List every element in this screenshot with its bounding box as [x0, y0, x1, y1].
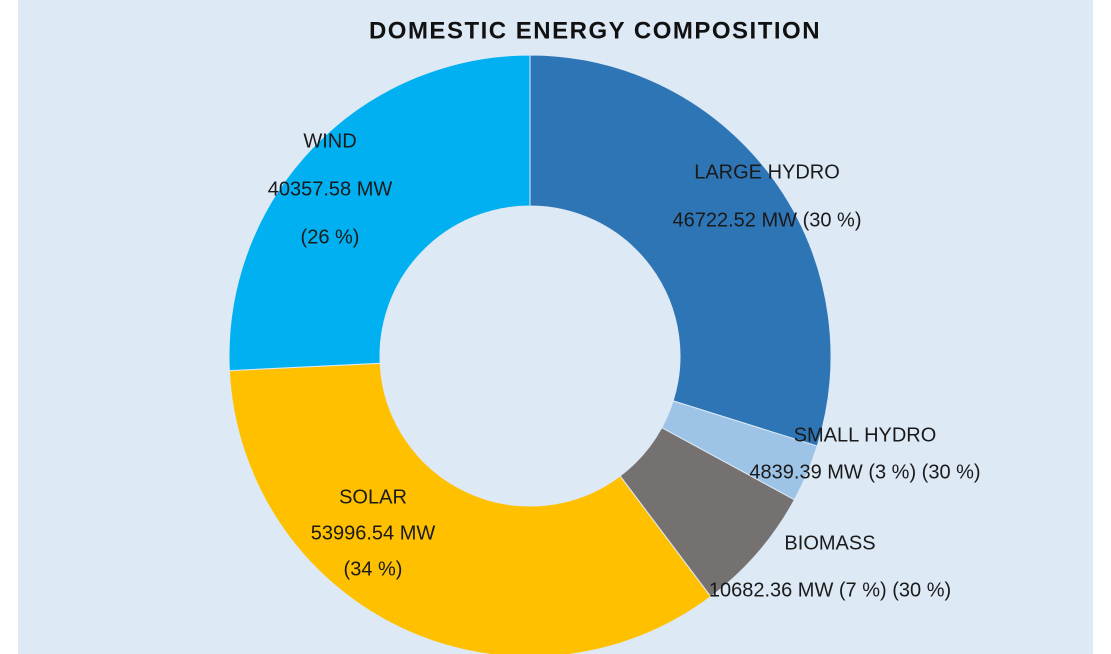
slice-value-label: 4839.39 MW (3 %) (30 %) — [749, 461, 980, 483]
chart-title: DOMESTIC ENERGY COMPOSITION — [369, 17, 821, 44]
donut-slice — [529, 54, 832, 447]
donut-slice — [228, 362, 712, 654]
slice-label: SMALL HYDRO — [794, 424, 937, 446]
donut-slice — [228, 54, 531, 372]
slice-value-label: (34 %) — [344, 558, 403, 580]
slice-value-label: 46722.52 MW (30 %) — [673, 209, 862, 231]
slice-value-label: 53996.54 MW — [311, 522, 436, 544]
slice-label: LARGE HYDRO — [694, 161, 840, 183]
slice-value-label: 40357.58 MW — [268, 178, 393, 200]
slice-label: SOLAR — [339, 486, 407, 508]
slice-label: BIOMASS — [784, 532, 875, 554]
slice-label: WIND — [303, 130, 356, 152]
slice-value-label: 10682.36 MW (7 %) (30 %) — [709, 579, 951, 601]
slice-value-label: (26 %) — [301, 226, 360, 248]
